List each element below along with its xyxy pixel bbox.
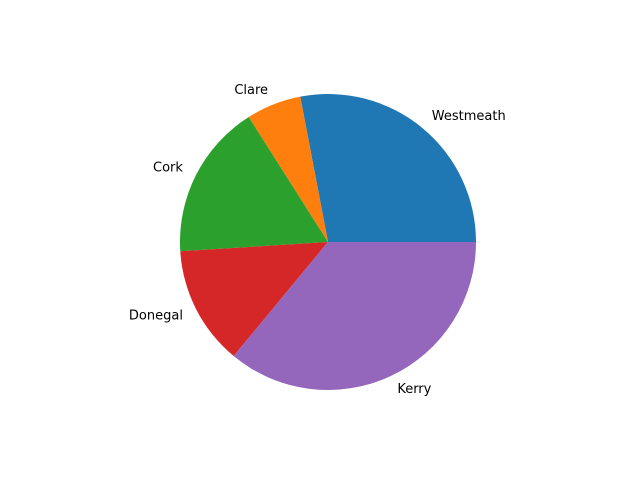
pie-slice-westmeath [300,93,476,242]
pie-slices [179,93,476,391]
pie-label-kerry: Kerry [397,382,431,397]
pie-slice-cork [179,117,328,252]
pie-label-clare: Clare [234,83,268,98]
pie-label-cork: Cork [153,161,183,176]
pie-slice-clare [248,96,328,243]
pie-slice-donegal [180,242,328,357]
pie-label-westmeath: Westmeath [432,109,506,124]
pie-slice-kerry [233,242,476,391]
pie-label-donegal: Donegal [129,308,183,323]
pie-labels: Westmeath Clare Cork Donegal Kerry [129,83,506,397]
